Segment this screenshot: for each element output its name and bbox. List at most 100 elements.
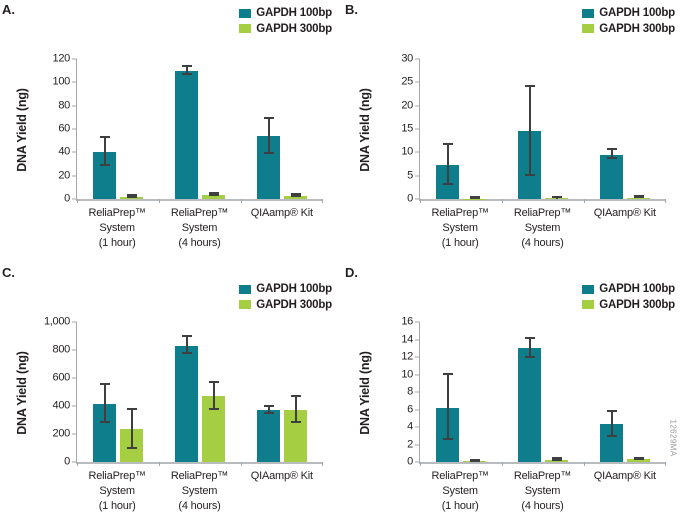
y-tick-label: 120 bbox=[52, 52, 71, 65]
error-bar-cap-bottom bbox=[99, 420, 110, 423]
y-tick-mark bbox=[415, 339, 420, 340]
y-axis-tick: 200 bbox=[52, 427, 77, 440]
chart-panel-d: D. GAPDH 100bp GAPDH 300bp DNA Yield (ng… bbox=[343, 263, 686, 526]
bar-group bbox=[502, 322, 584, 462]
error-bar-line bbox=[267, 118, 270, 154]
y-tick-label: 0 bbox=[407, 192, 413, 205]
error-bar-cap-bottom bbox=[126, 446, 137, 449]
x-axis-tick bbox=[501, 199, 503, 203]
error-bar-cap-top bbox=[524, 336, 535, 339]
y-tick-label: 200 bbox=[52, 427, 71, 440]
bar-gapdh-100bp bbox=[518, 348, 541, 462]
x-category-label: ReliaPrep™ System (1 hour) bbox=[431, 207, 490, 249]
legend: GAPDH 100bp GAPDH 300bp bbox=[239, 283, 332, 311]
error-bar-line bbox=[446, 145, 449, 185]
error-bar-cap-top bbox=[208, 192, 219, 195]
error-bar-cap-bottom bbox=[606, 157, 617, 160]
y-tick-mark bbox=[72, 175, 77, 177]
y-axis-tick: 15 bbox=[401, 122, 420, 135]
y-tick-mark bbox=[415, 409, 420, 410]
y-tick-mark bbox=[415, 321, 420, 323]
y-axis-tick: 6 bbox=[407, 404, 420, 415]
y-axis-tick: 60 bbox=[58, 122, 77, 135]
y-tick-label: 60 bbox=[58, 122, 70, 135]
x-axis-tick bbox=[665, 199, 666, 203]
y-axis-tick: 0 bbox=[64, 193, 77, 205]
x-axis-tick bbox=[240, 462, 242, 466]
x-category-label: ReliaPrep™ System (4 hours) bbox=[170, 470, 229, 512]
error-bar-cap-top bbox=[524, 85, 535, 87]
bar-slot bbox=[545, 59, 568, 199]
y-tick-mark bbox=[72, 58, 77, 60]
y-tick-mark bbox=[72, 321, 77, 323]
y-axis-tick: 120 bbox=[52, 52, 77, 65]
error-bar-cap-bottom bbox=[469, 459, 480, 462]
y-tick-label: 15 bbox=[401, 122, 413, 135]
error-bar-line bbox=[610, 150, 613, 160]
error-bar-cap-top bbox=[442, 373, 453, 376]
y-axis-tick: 12 bbox=[401, 350, 420, 363]
y-tick-mark bbox=[415, 461, 420, 463]
legend-swatch-gapdh-100bp bbox=[239, 8, 252, 18]
bar-group bbox=[241, 322, 323, 462]
y-tick-label: 2 bbox=[407, 438, 413, 450]
y-tick-label: 20 bbox=[401, 99, 413, 112]
y-tick-mark bbox=[72, 151, 77, 153]
error-bar-cap-bottom bbox=[469, 196, 480, 199]
bar-gapdh-300bp bbox=[202, 194, 225, 199]
y-axis-tick: 0 bbox=[407, 456, 420, 468]
error-bar-cap-top bbox=[126, 194, 137, 197]
x-axis-labels: ReliaPrep™ System (1 hour) ReliaPrep™ System… bbox=[419, 206, 666, 251]
error-bar-cap-top bbox=[442, 143, 453, 146]
y-axis-tick: 40 bbox=[58, 146, 77, 158]
x-category-label: ReliaPrep™ System (4 hours) bbox=[513, 207, 572, 249]
error-bar-cap-bottom bbox=[633, 458, 644, 461]
x-axis-labels: ReliaPrep™ System (1 hour) ReliaPrep™ System… bbox=[419, 469, 666, 514]
y-tick-label: 5 bbox=[407, 169, 413, 182]
panel-label-a: A. bbox=[2, 2, 15, 17]
error-bar-cap-bottom bbox=[442, 182, 453, 185]
error-bar-cap-bottom bbox=[208, 407, 219, 410]
bar-slot bbox=[463, 322, 486, 462]
error-bar-cap-top bbox=[208, 380, 219, 383]
x-category-label: ReliaPrep™ System (4 hours) bbox=[513, 470, 572, 512]
x-axis-labels: ReliaPrep™ System (1 hour) ReliaPrep™ System… bbox=[76, 469, 323, 514]
y-tick-label: 10 bbox=[401, 145, 413, 158]
y-axis-label: DNA Yield (ng) bbox=[358, 351, 372, 435]
bar-group bbox=[77, 59, 159, 199]
y-axis-tick: 30 bbox=[401, 53, 420, 65]
y-axis-label: DNA Yield (ng) bbox=[15, 351, 29, 435]
y-axis-tick: 8 bbox=[407, 386, 420, 398]
bar-gapdh-300bp bbox=[284, 196, 307, 199]
legend: GAPDH 100bp GAPDH 300bp bbox=[582, 283, 675, 311]
error-bar-cap-bottom bbox=[551, 459, 562, 462]
error-bar-cap-top bbox=[263, 405, 274, 408]
bar-slot bbox=[202, 322, 225, 462]
x-axis-tick bbox=[583, 462, 585, 466]
y-tick-mark bbox=[72, 377, 77, 379]
error-bar-line bbox=[185, 337, 188, 355]
y-tick-label: 14 bbox=[401, 333, 413, 345]
error-bar-cap-bottom bbox=[633, 196, 644, 199]
y-tick-label: 20 bbox=[58, 169, 70, 182]
error-bar-cap-bottom bbox=[524, 355, 535, 358]
y-axis-tick: 14 bbox=[401, 334, 420, 345]
error-bar-cap-bottom bbox=[290, 420, 301, 423]
error-bar-line bbox=[212, 382, 215, 410]
error-bar-cap-top bbox=[181, 64, 192, 67]
x-category-label: ReliaPrep™ System (1 hour) bbox=[88, 470, 147, 512]
error-bar-cap-top bbox=[181, 335, 192, 338]
bar-slot bbox=[436, 322, 459, 462]
error-bar-line bbox=[446, 375, 449, 441]
error-bar-cap-top bbox=[290, 193, 301, 196]
y-tick-label: 12 bbox=[401, 350, 413, 363]
bar-group bbox=[420, 59, 502, 199]
plot-area: 0 20 40 60 80 100 120 bbox=[53, 53, 323, 204]
x-axis-tick bbox=[420, 199, 421, 203]
bar-slot bbox=[627, 322, 650, 462]
x-category-label: ReliaPrep™ System (4 hours) bbox=[170, 207, 229, 249]
legend: GAPDH 100bp GAPDH 300bp bbox=[582, 7, 675, 35]
y-tick-label: 80 bbox=[58, 99, 70, 112]
error-bar-cap-top bbox=[606, 410, 617, 413]
bar-slot bbox=[518, 59, 541, 199]
